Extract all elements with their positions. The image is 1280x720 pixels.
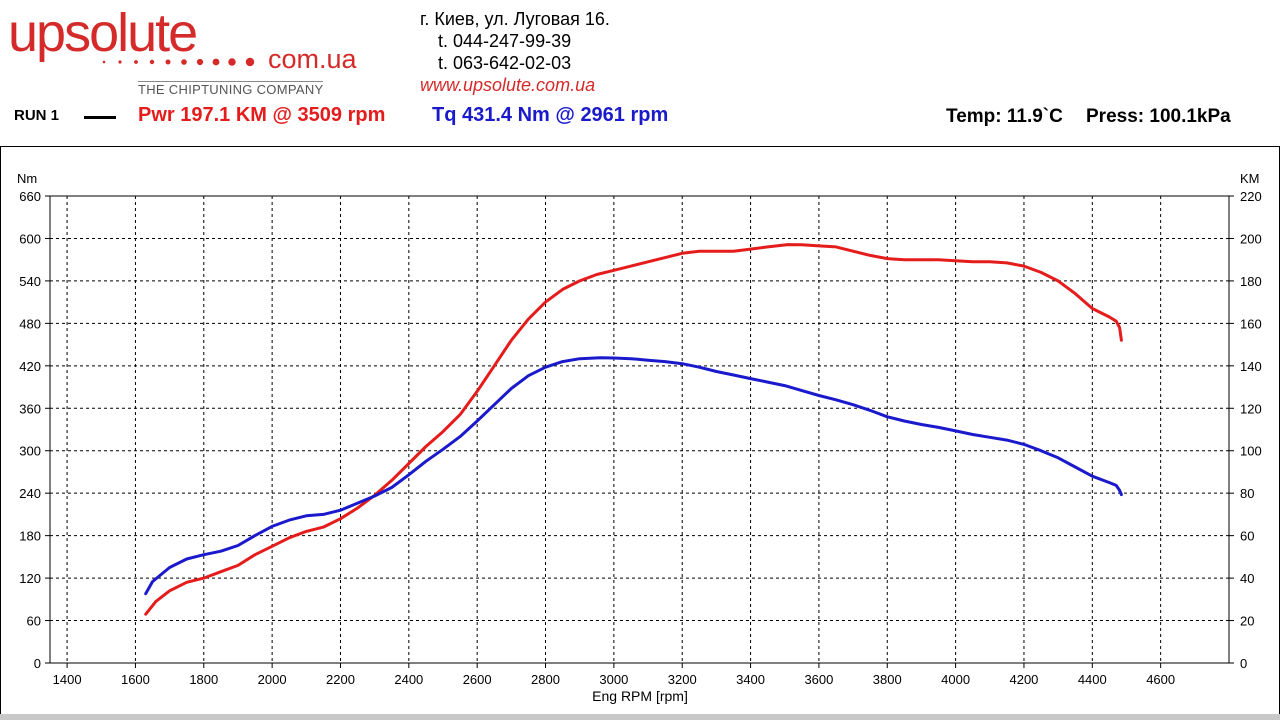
x-tick-label: 1400 bbox=[53, 672, 82, 687]
grid-lines bbox=[50, 196, 1229, 663]
x-tick-label: 4200 bbox=[1009, 672, 1038, 687]
x-tick-label: 2400 bbox=[394, 672, 423, 687]
y-left-tick-label: 180 bbox=[19, 529, 41, 544]
logo-tagline: THE CHIPTUNING COMPANY bbox=[138, 81, 324, 97]
logo-wordmark: upsolute bbox=[8, 3, 198, 63]
power-summary: Pwr 197.1 KM @ 3509 rpm bbox=[138, 104, 386, 126]
x-tick-label: 4600 bbox=[1146, 672, 1175, 687]
y-right-tick-label: 220 bbox=[1240, 189, 1262, 204]
x-tick-label: 1600 bbox=[121, 672, 150, 687]
pressure-readout: Press: 100.1kPa bbox=[1086, 106, 1231, 127]
x-tick-label: 2600 bbox=[463, 672, 492, 687]
run-legend-line bbox=[84, 116, 116, 119]
y-left-tick-label: 0 bbox=[34, 656, 41, 671]
x-tick-label: 4000 bbox=[941, 672, 970, 687]
y-left-tick-label: 600 bbox=[19, 231, 41, 246]
temperature-readout: Temp: 11.9`C bbox=[946, 106, 1063, 127]
y-right-tick-label: 40 bbox=[1240, 571, 1254, 586]
website-link[interactable]: www.upsolute.com.ua bbox=[420, 75, 596, 95]
y-left-tick-label: 480 bbox=[19, 316, 41, 331]
y-right-tick-label: 80 bbox=[1240, 486, 1254, 501]
x-tick-label: 3400 bbox=[736, 672, 765, 687]
y-right-tick-label: 60 bbox=[1240, 529, 1254, 544]
y-axis-left-label: Nm bbox=[17, 171, 37, 186]
y-right-tick-label: 200 bbox=[1240, 231, 1262, 246]
y-axis-right-ticks: 0 20 40 60 80 100 120 140 160 180 200 220 bbox=[1229, 189, 1262, 671]
x-axis-ticks: 1400 1600 1800 2000 2200 2400 2600 2800 3000 3200… bbox=[53, 663, 1175, 687]
y-left-tick-label: 540 bbox=[19, 274, 41, 289]
x-tick-label: 2000 bbox=[258, 672, 287, 687]
logo-domain: com.ua bbox=[268, 44, 357, 74]
phone-1: t. 044-247-99-39 bbox=[438, 31, 572, 51]
y-left-tick-label: 240 bbox=[19, 486, 41, 501]
y-left-tick-label: 120 bbox=[19, 571, 41, 586]
x-tick-label: 2200 bbox=[326, 672, 355, 687]
phone-2: t. 063-642-02-03 bbox=[438, 53, 572, 73]
x-axis-label: Eng RPM [rpm] bbox=[592, 688, 688, 704]
y-axis-left-ticks: 0 60 120 180 240 300 360 420 480 540 600 660 bbox=[19, 189, 50, 671]
y-left-tick-label: 660 bbox=[19, 189, 41, 204]
address-text: г. Киев, ул. Луговая 16. bbox=[420, 9, 610, 29]
x-tick-label: 2800 bbox=[531, 672, 560, 687]
y-left-tick-label: 300 bbox=[19, 444, 41, 459]
y-left-tick-label: 420 bbox=[19, 359, 41, 374]
x-tick-label: 3800 bbox=[873, 672, 902, 687]
y-right-tick-label: 100 bbox=[1240, 444, 1262, 459]
chart-bottom-bar bbox=[0, 714, 1280, 720]
y-right-tick-label: 140 bbox=[1240, 359, 1262, 374]
run-label: RUN 1 bbox=[14, 107, 60, 124]
torque-series-line bbox=[144, 356, 1123, 596]
x-tick-label: 3600 bbox=[804, 672, 833, 687]
x-tick-label: 1800 bbox=[189, 672, 218, 687]
plot-area-border bbox=[49, 195, 1230, 664]
torque-summary: Tq 431.4 Nm @ 2961 rpm bbox=[432, 104, 669, 126]
power-series-line bbox=[144, 243, 1123, 616]
x-tick-label: 3200 bbox=[668, 672, 697, 687]
x-tick-label: 3000 bbox=[599, 672, 628, 687]
x-tick-label: 4400 bbox=[1078, 672, 1107, 687]
y-left-tick-label: 60 bbox=[27, 614, 41, 629]
y-right-tick-label: 180 bbox=[1240, 274, 1262, 289]
y-right-tick-label: 120 bbox=[1240, 401, 1262, 416]
chart-series bbox=[144, 243, 1123, 616]
y-right-tick-label: 0 bbox=[1240, 656, 1247, 671]
chart-frame bbox=[0, 146, 1280, 715]
y-right-tick-label: 160 bbox=[1240, 316, 1262, 331]
y-right-tick-label: 20 bbox=[1240, 614, 1254, 629]
logo-dots-decoration bbox=[102, 57, 255, 67]
y-left-tick-label: 360 bbox=[19, 401, 41, 416]
y-axis-right-label: KM bbox=[1240, 171, 1260, 186]
